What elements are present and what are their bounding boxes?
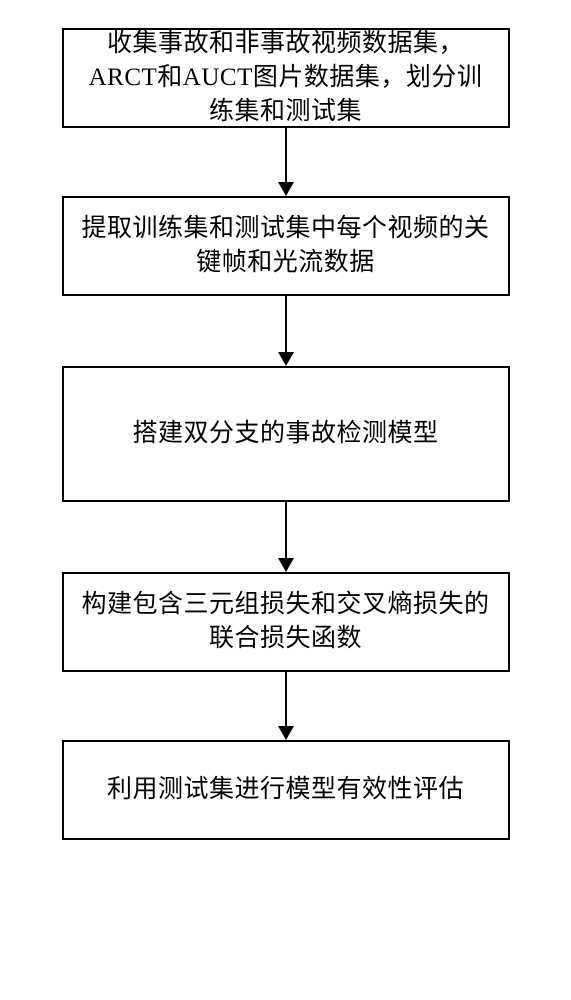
flowchart-step-2: 提取训练集和测试集中每个视频的关键帧和光流数据 xyxy=(62,196,510,296)
arrow-4 xyxy=(278,672,294,740)
arrow-line xyxy=(285,672,287,726)
step-text: 提取训练集和测试集中每个视频的关键帧和光流数据 xyxy=(80,212,492,280)
arrow-head-icon xyxy=(278,558,294,572)
flowchart-step-4: 构建包含三元组损失和交叉熵损失的联合损失函数 xyxy=(62,572,510,672)
step-text: 利用测试集进行模型有效性评估 xyxy=(107,773,464,807)
arrow-3 xyxy=(278,502,294,572)
arrow-head-icon xyxy=(278,352,294,366)
flowchart-container: 收集事故和非事故视频数据集，ARCT和AUCT图片数据集，划分训练集和测试集 提… xyxy=(62,28,510,840)
arrow-head-icon xyxy=(278,182,294,196)
step-text: 搭建双分支的事故检测模型 xyxy=(132,417,438,451)
flowchart-step-1: 收集事故和非事故视频数据集，ARCT和AUCT图片数据集，划分训练集和测试集 xyxy=(62,28,510,128)
arrow-head-icon xyxy=(278,726,294,740)
arrow-1 xyxy=(278,128,294,196)
arrow-line xyxy=(285,128,287,182)
flowchart-step-3: 搭建双分支的事故检测模型 xyxy=(62,366,510,502)
flowchart-step-5: 利用测试集进行模型有效性评估 xyxy=(62,740,510,840)
arrow-line xyxy=(285,296,287,352)
arrow-line xyxy=(285,502,287,558)
arrow-2 xyxy=(278,296,294,366)
step-text: 收集事故和非事故视频数据集，ARCT和AUCT图片数据集，划分训练集和测试集 xyxy=(80,27,492,128)
step-text: 构建包含三元组损失和交叉熵损失的联合损失函数 xyxy=(80,588,492,656)
